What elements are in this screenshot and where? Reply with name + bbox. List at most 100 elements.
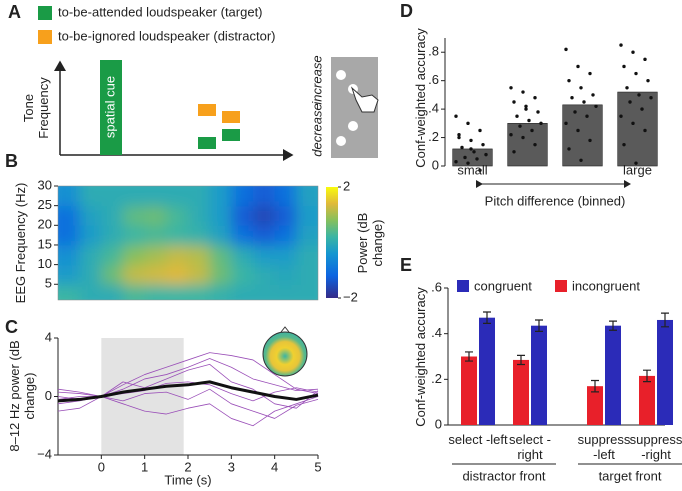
data-point: [521, 135, 525, 140]
data-point: [478, 128, 482, 133]
heatmap-cell: [231, 264, 254, 285]
data-point: [582, 100, 586, 104]
error-bar: [643, 369, 651, 383]
data-point: [619, 114, 623, 118]
data-point: [564, 121, 568, 126]
data-point: [524, 104, 528, 108]
y-tick-label: 5: [45, 276, 52, 291]
x-axis-label: Time (s): [164, 472, 211, 487]
heatmap-cell: [144, 284, 167, 300]
data-point: [457, 133, 461, 137]
data-point: [463, 155, 467, 160]
data-point: [588, 71, 592, 76]
bar: [605, 325, 621, 425]
heatmap-cell: [58, 264, 81, 285]
data-point: [509, 86, 513, 90]
y-tick-label: 10: [38, 256, 52, 271]
data-point: [649, 96, 653, 100]
data-point: [466, 161, 470, 165]
heatmap-cell: [188, 264, 211, 285]
cue-label: spatial cue: [102, 76, 117, 138]
panel-label: D: [400, 1, 413, 21]
colorbar-label: Power (dB change): [355, 212, 385, 274]
trace-line: [57, 388, 319, 419]
legend-swatch: [38, 6, 52, 20]
data-point: [640, 107, 644, 111]
heatmap-cell: [274, 225, 297, 246]
data-point: [643, 57, 647, 62]
y-tick-label: 4: [45, 329, 52, 344]
heatmap-cell: [101, 284, 124, 300]
data-point: [622, 142, 626, 147]
x-axis-label: Pitch difference (binned): [485, 193, 626, 208]
data-point: [634, 71, 638, 76]
y-tick-label: 30: [38, 177, 52, 192]
bar: [507, 123, 548, 167]
legend-swatch: [38, 30, 52, 44]
data-point: [521, 90, 525, 94]
shaded-region: [101, 338, 184, 455]
heatmap-cell: [296, 225, 318, 246]
button: [336, 136, 346, 146]
y-axis-label: Conf-weighted accuracy: [412, 287, 428, 427]
error-bar: [517, 354, 525, 366]
heatmap-cell: [296, 205, 318, 226]
legend-label: congruent: [474, 278, 532, 293]
x-tick-label: select -right: [509, 432, 551, 462]
button: [336, 70, 346, 80]
legend-label: to-be-attended loudspeaker (target): [58, 4, 263, 19]
panel-label: E: [400, 255, 412, 275]
heatmap-cell: [166, 284, 189, 300]
heatmap-cell: [79, 284, 102, 300]
heatmap-cell: [231, 225, 254, 246]
hand-icon: [350, 86, 379, 113]
heatmap-cell: [101, 264, 124, 285]
data-point: [637, 93, 641, 97]
cue-bar: [100, 60, 122, 155]
y-tick-label: .6: [431, 279, 442, 294]
legend-swatch: [457, 280, 469, 292]
data-point: [588, 138, 592, 143]
heatmap-cell: [101, 205, 124, 226]
heatmap-cell: [188, 205, 211, 226]
data-point: [530, 128, 534, 133]
data-point: [454, 160, 458, 164]
heatmap-cell: [253, 244, 276, 266]
data-point: [625, 86, 629, 90]
bar: [531, 325, 547, 425]
data-point: [576, 64, 580, 69]
heatmap-cell: [123, 205, 146, 226]
data-point: [472, 150, 476, 154]
data-point: [478, 168, 482, 172]
data-point: [646, 78, 650, 83]
colorbar-tick-label: 2: [343, 178, 350, 193]
data-point: [509, 133, 513, 137]
bar: [461, 356, 477, 425]
data-point: [576, 128, 580, 133]
heatmap-cell: [209, 225, 232, 246]
heatmap-cell: [79, 244, 102, 266]
heatmap-cell: [166, 264, 189, 285]
heatmap-cell: [231, 284, 254, 300]
x-tick-label: small: [457, 162, 487, 177]
y-tick-label: .2: [431, 371, 442, 386]
x-tick-label: 3: [228, 459, 235, 474]
distractor-tone: [222, 111, 240, 123]
data-point: [466, 121, 470, 126]
heatmap-cell: [188, 186, 211, 207]
error-bar: [483, 311, 491, 324]
y-tick-label: 0: [45, 388, 52, 403]
data-point: [631, 121, 635, 126]
x-tick-label: 4: [271, 459, 278, 474]
heatmap-cell: [274, 284, 297, 300]
y-axis-label: 8–12 Hz power (dB change): [7, 340, 37, 452]
y-tick-label: 25: [38, 197, 52, 212]
heatmap-cell: [209, 264, 232, 285]
data-point: [533, 142, 537, 147]
y-tick-label: −4: [37, 446, 52, 461]
data-point: [524, 107, 528, 111]
heatmap-cell: [296, 284, 318, 300]
heatmap-cell: [253, 186, 276, 207]
heatmap: [58, 186, 318, 300]
heatmap-cell: [231, 205, 254, 226]
